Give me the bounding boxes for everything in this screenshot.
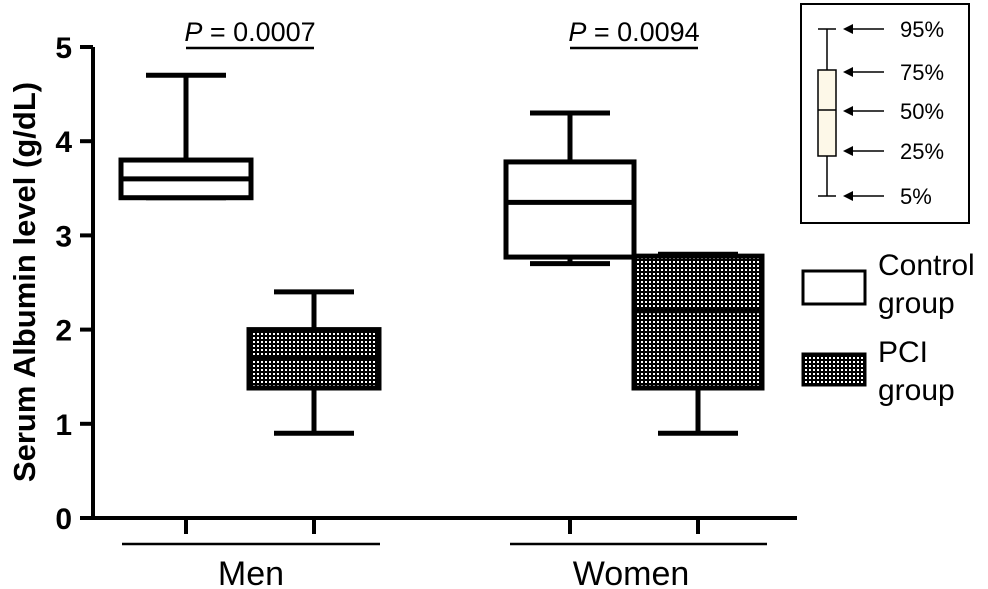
box-pci-women [631,251,765,436]
key-percentile-label: 5% [900,184,932,209]
p-value-annotations: P = 0.0007 P = 0.0094 [184,17,700,50]
box-iqr [503,159,637,260]
p-symbol: P [568,17,586,47]
key-arrow-head [843,146,853,156]
legend-label-pci-line1: PCI [878,336,928,369]
key-percentile-label: 25% [900,139,944,164]
p-value: = 0.0007 [202,17,315,47]
box-control-women [503,110,637,267]
legend-swatch-control [801,269,867,306]
box-iqr [631,253,765,391]
p-value: = 0.0094 [586,17,699,47]
y-tick-label: 5 [55,32,72,65]
p-value-label: P = 0.0007 [184,17,315,47]
p-value-label: P = 0.0094 [568,17,699,47]
legend-label-pci-line2: group [878,374,955,407]
box-pci-men [246,289,382,436]
key-box [817,69,837,157]
key-percentile-label: 50% [900,99,944,124]
key-percentile-label: 75% [900,60,944,85]
box-series [118,72,765,436]
y-tick-label: 4 [55,126,72,159]
p-symbol: P [184,17,202,47]
legend: Control group PCI group [801,249,975,407]
key-arrow-head [843,67,853,77]
key-arrow-head [843,191,853,201]
y-tick-label: 1 [55,409,72,442]
key-arrows: 95% 75% 50% 25% 5% [843,17,944,209]
y-axis-label: Serum Albumin level (g/dL) [7,82,42,482]
key-percentile-label: 95% [900,17,944,42]
x-axis-groups: Men Women [122,518,767,589]
percentile-key-frame [800,3,970,224]
x-group-label: Women [573,555,690,589]
legend-label-control-line2: group [878,287,955,320]
y-tick-label: 3 [55,220,72,253]
key-arrow-head [843,106,853,116]
y-tick-label: 0 [55,503,72,536]
x-group-label: Men [218,555,284,589]
y-tick-label: 2 [55,315,72,348]
key-arrow-head [843,24,853,34]
legend-label-control-line1: Control [878,249,975,282]
box-control-men [118,72,254,201]
legend-swatch-pci [801,352,867,387]
percentile-key: 95% 75% 50% 25% 5% [800,3,970,224]
y-axis-ticks: 0 1 2 3 4 5 [55,32,93,536]
